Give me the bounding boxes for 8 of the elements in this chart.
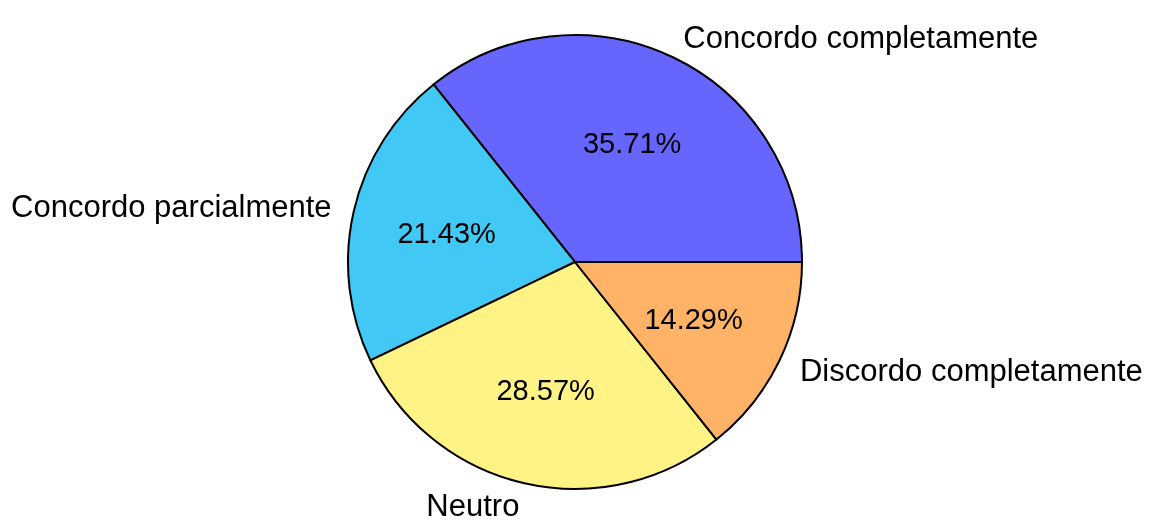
data-label: 14.29% [644,303,743,336]
data-label: 21.43% [397,216,496,249]
data-label: 28.57% [496,374,595,407]
slice-label: Discordo completamente [799,352,1143,388]
slice-label: Concordo parcialmente [11,188,332,224]
slice-label: Concordo completamente [683,19,1039,55]
data-label: 35.71% [582,127,682,160]
slice-label: Neutro [426,487,520,523]
